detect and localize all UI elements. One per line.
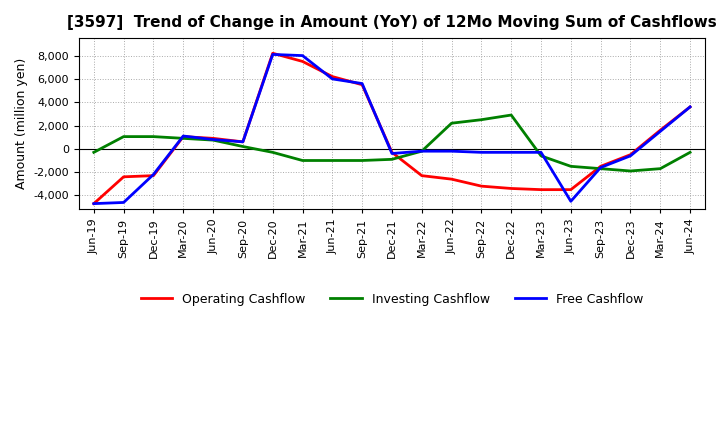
Operating Cashflow	[89, 201, 98, 206]
Investing Cashflow	[685, 150, 694, 155]
Operating Cashflow	[507, 186, 516, 191]
Operating Cashflow	[328, 74, 337, 79]
Investing Cashflow	[477, 117, 486, 122]
Free Cashflow	[626, 153, 635, 158]
Free Cashflow	[387, 151, 396, 156]
Investing Cashflow	[120, 134, 128, 139]
Investing Cashflow	[238, 144, 247, 149]
Investing Cashflow	[358, 158, 366, 163]
Operating Cashflow	[626, 152, 635, 158]
Operating Cashflow	[567, 187, 575, 192]
Free Cashflow	[656, 129, 665, 134]
Operating Cashflow	[447, 176, 456, 182]
Free Cashflow	[149, 172, 158, 177]
Investing Cashflow	[536, 153, 545, 158]
Investing Cashflow	[418, 149, 426, 154]
Investing Cashflow	[567, 164, 575, 169]
Title: [3597]  Trend of Change in Amount (YoY) of 12Mo Moving Sum of Cashflows: [3597] Trend of Change in Amount (YoY) o…	[67, 15, 717, 30]
Free Cashflow	[418, 149, 426, 154]
Operating Cashflow	[596, 164, 605, 169]
Free Cashflow	[358, 81, 366, 86]
Free Cashflow	[447, 149, 456, 154]
Free Cashflow	[89, 201, 98, 206]
Operating Cashflow	[418, 173, 426, 178]
Free Cashflow	[507, 150, 516, 155]
Operating Cashflow	[477, 183, 486, 189]
Free Cashflow	[179, 133, 188, 139]
Free Cashflow	[269, 52, 277, 57]
Investing Cashflow	[387, 157, 396, 162]
Line: Investing Cashflow: Investing Cashflow	[94, 115, 690, 171]
Free Cashflow	[328, 76, 337, 81]
Operating Cashflow	[656, 128, 665, 133]
Investing Cashflow	[89, 150, 98, 155]
Free Cashflow	[238, 139, 247, 144]
Operating Cashflow	[209, 136, 217, 141]
Investing Cashflow	[596, 166, 605, 171]
Investing Cashflow	[298, 158, 307, 163]
Investing Cashflow	[447, 121, 456, 126]
Free Cashflow	[536, 150, 545, 155]
Operating Cashflow	[358, 82, 366, 88]
Operating Cashflow	[120, 174, 128, 180]
Investing Cashflow	[626, 169, 635, 174]
Operating Cashflow	[269, 51, 277, 56]
Y-axis label: Amount (million yen): Amount (million yen)	[15, 58, 28, 189]
Investing Cashflow	[269, 150, 277, 155]
Operating Cashflow	[685, 104, 694, 110]
Investing Cashflow	[209, 137, 217, 143]
Operating Cashflow	[536, 187, 545, 192]
Free Cashflow	[209, 137, 217, 142]
Free Cashflow	[120, 200, 128, 205]
Legend: Operating Cashflow, Investing Cashflow, Free Cashflow: Operating Cashflow, Investing Cashflow, …	[135, 288, 648, 311]
Investing Cashflow	[507, 112, 516, 117]
Investing Cashflow	[328, 158, 337, 163]
Investing Cashflow	[179, 136, 188, 141]
Free Cashflow	[298, 53, 307, 58]
Free Cashflow	[685, 104, 694, 110]
Free Cashflow	[567, 198, 575, 204]
Line: Operating Cashflow: Operating Cashflow	[94, 53, 690, 204]
Operating Cashflow	[298, 59, 307, 64]
Operating Cashflow	[149, 173, 158, 178]
Free Cashflow	[596, 165, 605, 170]
Investing Cashflow	[656, 166, 665, 171]
Operating Cashflow	[387, 150, 396, 155]
Investing Cashflow	[149, 134, 158, 139]
Operating Cashflow	[238, 139, 247, 144]
Line: Free Cashflow: Free Cashflow	[94, 55, 690, 204]
Free Cashflow	[477, 150, 486, 155]
Operating Cashflow	[179, 134, 188, 139]
